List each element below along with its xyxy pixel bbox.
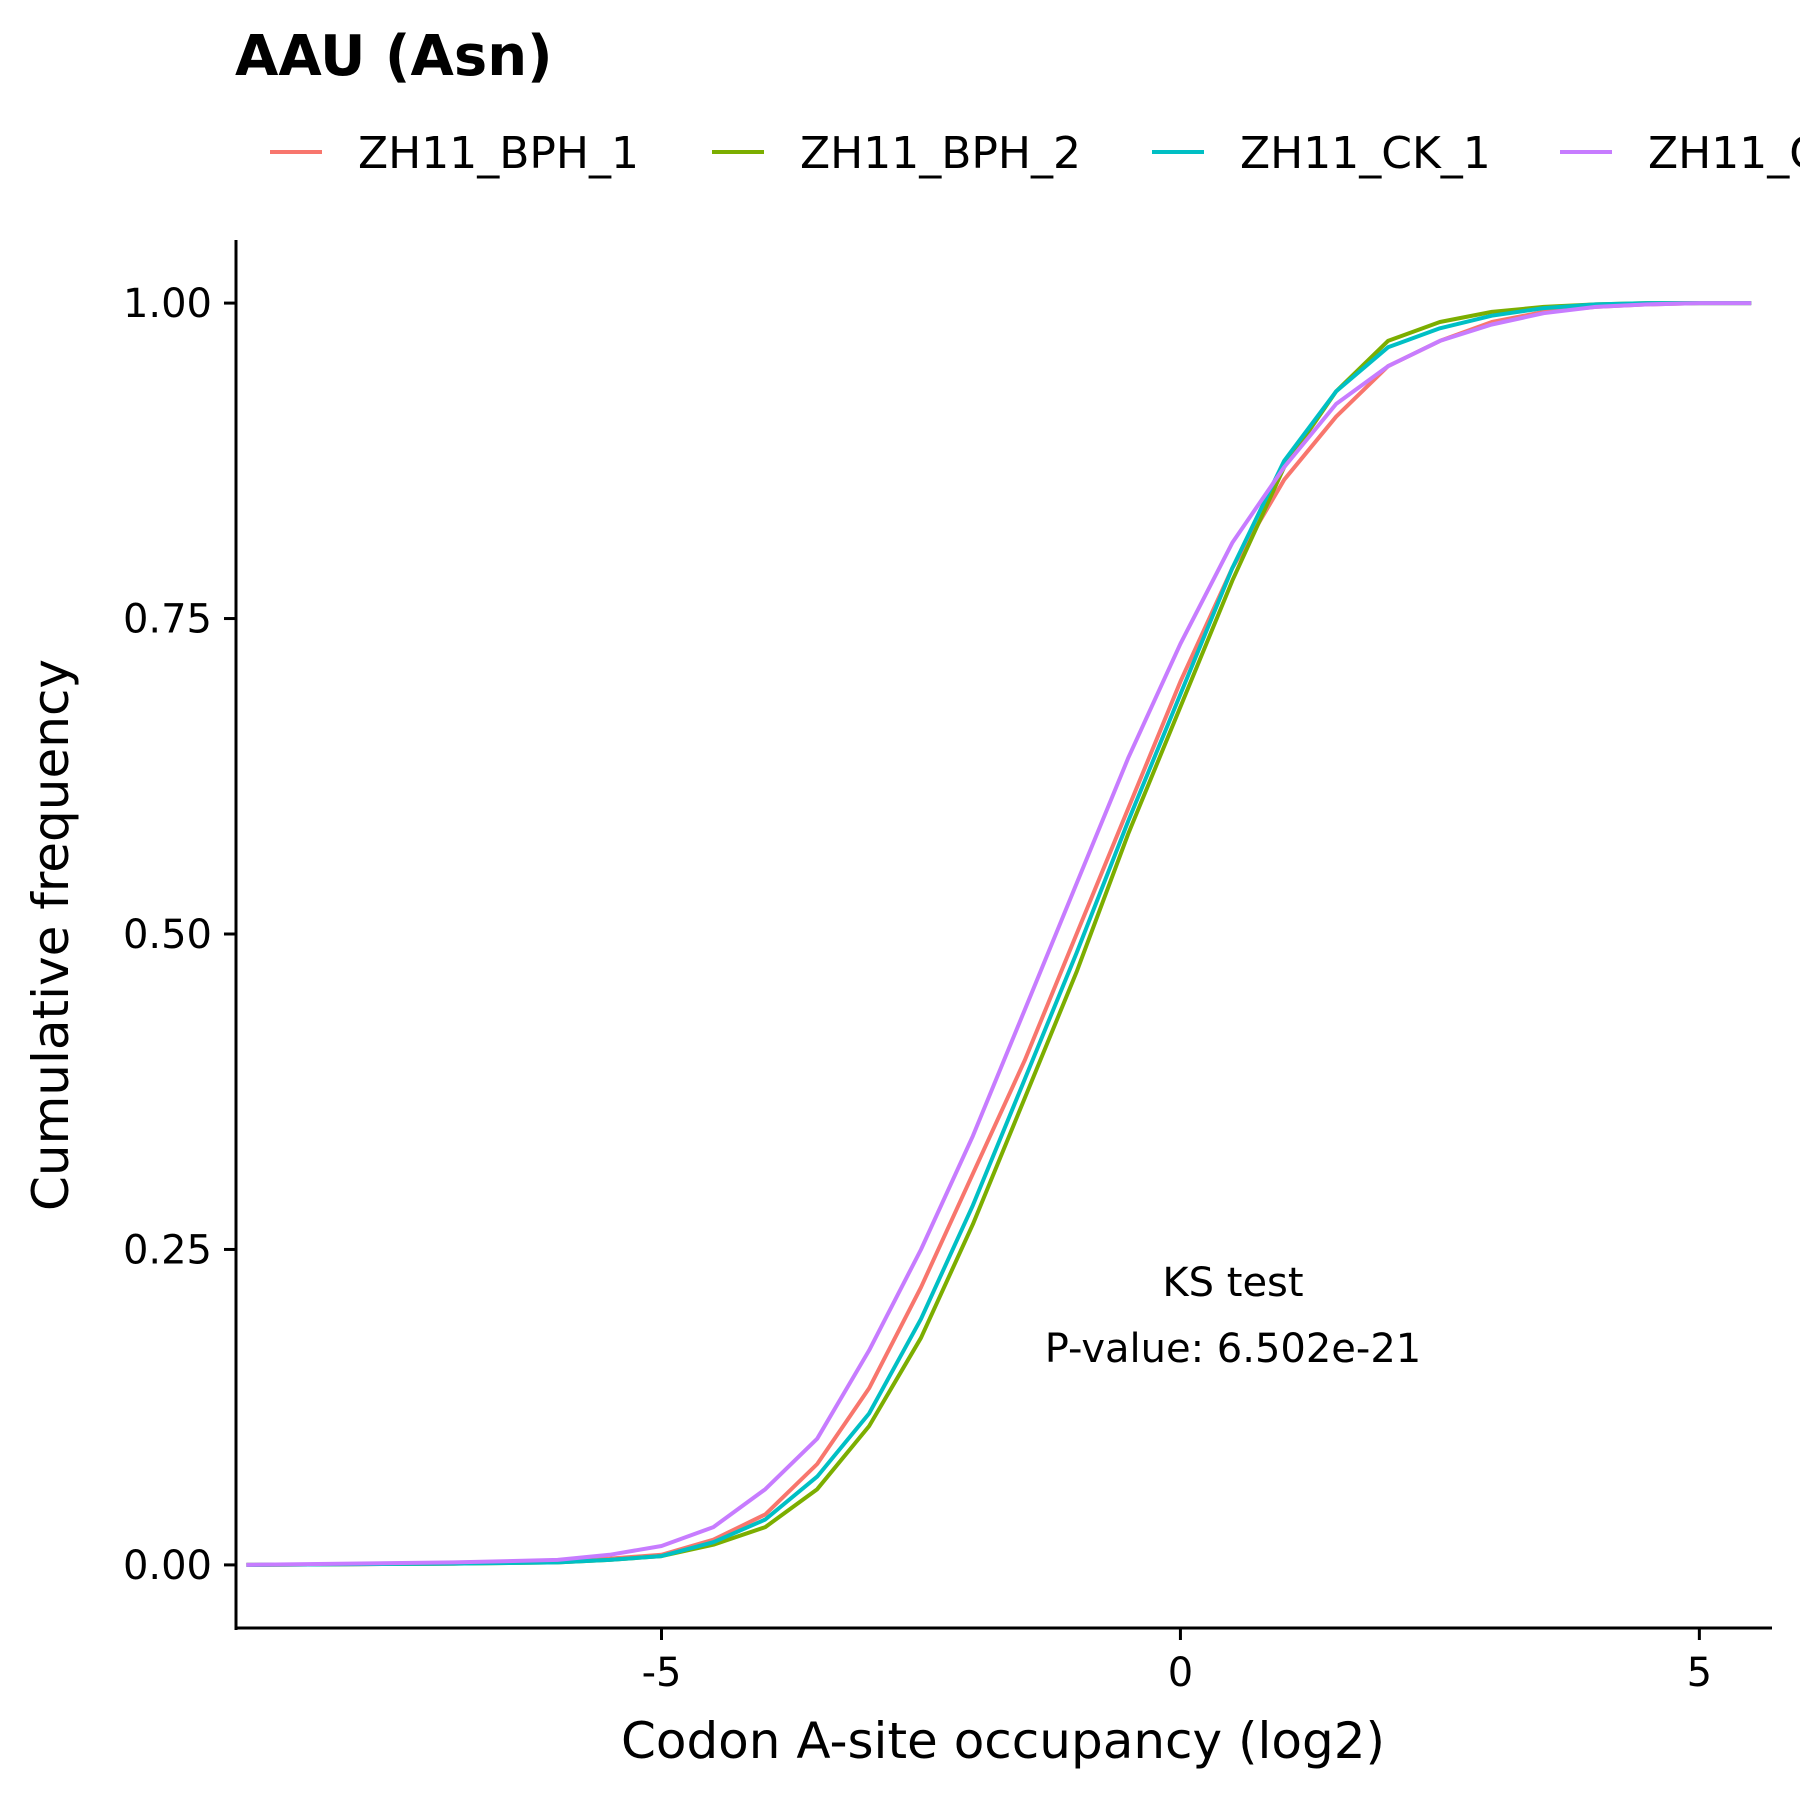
y-tick-label: 0.00: [123, 1543, 212, 1589]
legend-item: ZH11_CK_1: [1152, 128, 1491, 179]
legend-label-zh11-ck-2: ZH11_CK_2: [1648, 128, 1800, 179]
series-line-zh11-ck-2: [246, 301, 1752, 1567]
y-tick-label: 1.00: [123, 281, 212, 327]
x-tick-label: -5: [642, 1650, 682, 1696]
legend-label-zh11-ck-1: ZH11_CK_1: [1240, 128, 1491, 179]
chart-title: AAU (Asn): [235, 24, 553, 89]
legend: ZH11_BPH_1 ZH11_BPH_2 ZH11_CK_1 ZH11_CK_…: [270, 128, 1800, 179]
y-axis-title: Cumulative frequency: [22, 659, 80, 1211]
p-value-label: P-value: 6.502e-21: [1045, 1326, 1422, 1372]
y-tick-label: 0.50: [123, 912, 212, 958]
legend-item: ZH11_BPH_1: [270, 128, 639, 179]
x-tick-label: 5: [1687, 1650, 1712, 1696]
x-ticks: -5 0 5: [642, 1628, 1712, 1696]
ks-test-label: KS test: [1162, 1260, 1303, 1306]
series-line-zh11-bph-1: [246, 301, 1752, 1567]
series-line-zh11-bph-2: [246, 301, 1752, 1567]
series-layer: [246, 301, 1752, 1567]
x-axis-title: Codon A-site occupancy (log2): [621, 1712, 1385, 1770]
legend-label-zh11-bph-1: ZH11_BPH_1: [358, 128, 639, 179]
y-tick-label: 0.25: [123, 1227, 212, 1273]
x-tick-label: 0: [1168, 1650, 1193, 1696]
y-ticks: 0.00 0.25 0.50 0.75 1.00: [123, 281, 236, 1589]
y-tick-label: 0.75: [123, 597, 212, 643]
series-line-zh11-ck-1: [246, 301, 1752, 1567]
legend-label-zh11-bph-2: ZH11_BPH_2: [800, 128, 1081, 179]
legend-item: ZH11_CK_2: [1560, 128, 1800, 179]
legend-item: ZH11_BPH_2: [712, 128, 1081, 179]
